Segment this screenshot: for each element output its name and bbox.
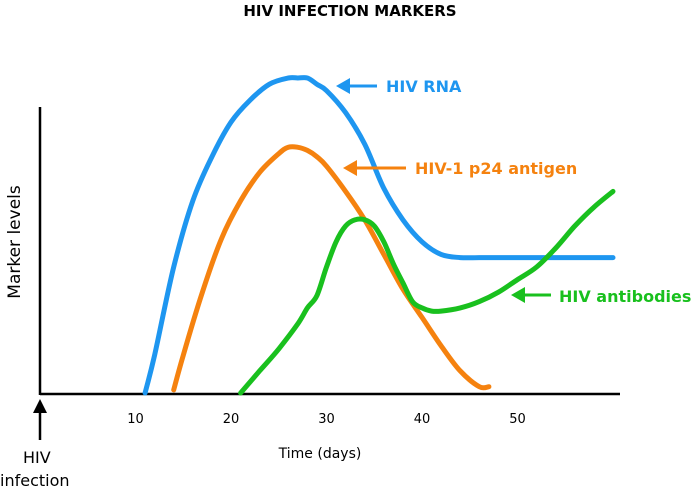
series-p24-antigen-line (171, 144, 492, 393)
annotation-p24: HIV-1 p24 antigen (343, 159, 577, 178)
x-axis-label: Time (days) (278, 446, 362, 462)
infection-arrow-head (33, 399, 47, 413)
infection-label-line2: infection (0, 471, 70, 490)
annotation-hiv-rna: HIV RNA (336, 77, 462, 96)
x-tick-label-30: 30 (318, 412, 335, 427)
series-hiv-rna-line (142, 75, 616, 396)
annotation-antibodies-arrow-head (511, 287, 525, 303)
x-tick-label-10: 10 (127, 412, 144, 427)
annotation-antibodies: HIV antibodies (511, 287, 691, 306)
chart-title: HIV INFECTION MARKERS (243, 2, 456, 20)
series-hiv-antibodies-line (238, 188, 616, 396)
series-group (142, 75, 616, 396)
infection-origin-marker: HIV infection (0, 399, 70, 490)
x-tick-label-20: 20 (223, 412, 240, 427)
annotation-hiv-rna-label: HIV RNA (386, 77, 462, 96)
annotation-p24-arrow-head (343, 160, 357, 176)
annotation-antibodies-label: HIV antibodies (559, 287, 691, 306)
x-ticks: 10 20 30 40 50 (127, 412, 526, 427)
x-tick-label-50: 50 (509, 412, 526, 427)
x-tick-label-40: 40 (414, 412, 431, 427)
annotation-p24-label: HIV-1 p24 antigen (415, 159, 577, 178)
y-axis-label: Marker levels (5, 185, 25, 299)
annotation-hiv-rna-arrow-head (336, 78, 350, 94)
infection-label-line1: HIV (23, 448, 51, 467)
